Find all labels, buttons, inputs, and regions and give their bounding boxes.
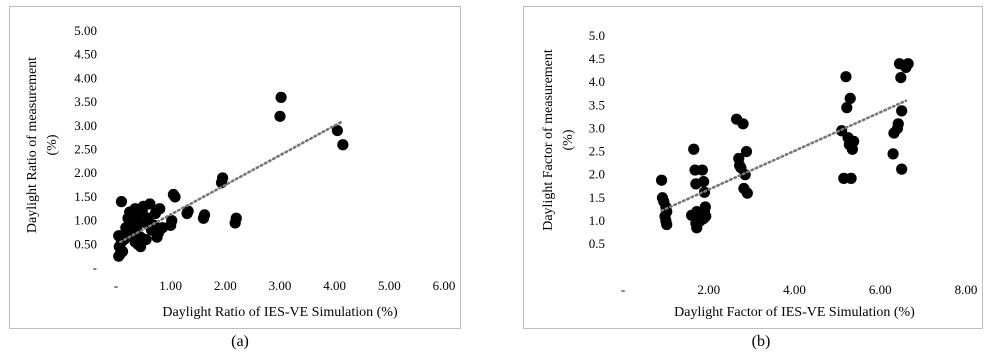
x-tick-label-b-3: 6.00 [869,282,892,297]
x-axis-label-a: Daylight Ratio of IES-VE Simulation (%) [162,305,398,320]
data-point-b-8 [688,143,700,155]
x-tick-label-a-3: 3.00 [269,278,292,293]
y-tick-label-b-0: 0.5 [589,236,605,251]
data-point-b-32 [741,187,753,199]
y-tick-label-a-4: 2.00 [74,165,97,180]
data-point-b-50 [896,163,908,175]
data-point-b-42 [848,135,860,147]
data-point-a-50 [331,124,343,137]
y-tick-label-a-7: 3.50 [74,94,97,109]
y-tick-label-b-6: 3.5 [589,97,605,112]
x-axis-label-b: Daylight Factor of IES-VE Simulation (%) [674,305,915,320]
data-point-b-40 [845,172,857,184]
y-tick-label-b-2: 1.5 [589,190,605,205]
data-point-b-22 [700,210,712,222]
chart-panel-a [9,6,461,329]
trendline-b [660,99,908,213]
data-point-a-37 [166,215,178,227]
data-point-a-41 [182,205,194,217]
x-tick-label-a-0: - [114,278,118,293]
x-tick-label-a-6: 6.00 [433,278,456,293]
y-tick-label-a-5: 2.50 [74,142,97,157]
data-point-b-36 [841,102,853,114]
x-tick-label-b-4: 8.00 [955,282,978,297]
y-tick-label-a-0: - [93,260,97,275]
data-point-b-48 [895,72,907,84]
data-point-a-39 [169,191,181,203]
y-tick-label-a-1: 0.50 [74,236,97,251]
data-point-a-31 [115,196,128,208]
data-point-b-52 [902,58,914,70]
data-point-b-0 [655,174,668,186]
data-point-b-35 [840,71,852,83]
y-axis-label-a: Daylight Ratio of measurement [25,57,40,233]
data-point-a-45 [217,172,229,184]
caption-b: (b) [751,333,771,350]
y-tick-label-a-3: 1.50 [74,189,97,204]
y-tick-label-b-3: 2.0 [589,167,605,182]
data-point-b-16 [696,164,708,176]
y-tick-label-b-9: 5.0 [589,28,605,43]
data-point-a-23 [144,198,156,210]
data-point-a-29 [154,203,166,215]
data-point-a-47 [230,212,242,224]
y-tick-label-a-9: 4.50 [74,47,97,62]
x-tick-label-b-1: 2.00 [697,282,720,297]
y-axis-unit-b: (%) [561,129,576,150]
y-tick-label-b-7: 4.0 [589,74,605,89]
x-tick-label-a-5: 5.00 [378,278,401,293]
data-point-b-28 [737,118,749,130]
data-point-a-51 [337,139,349,151]
data-point-a-43 [198,209,211,221]
trendline-a [119,120,343,244]
data-point-b-43 [887,148,899,160]
data-point-b-49 [896,105,908,117]
data-point-a-48 [274,110,286,122]
y-axis-unit-a: (%) [45,134,60,155]
y-axis-label-b: Daylight Factor of measurement [541,49,556,231]
x-tick-label-a-2: 2.00 [214,278,237,293]
x-tick-label-a-4: 4.00 [323,278,346,293]
y-tick-label-b-4: 2.5 [589,144,605,159]
y-tick-label-a-10: 5.00 [74,23,97,38]
data-point-b-23 [686,209,698,221]
y-tick-label-a-8: 4.00 [74,70,97,85]
data-point-a-35 [135,241,147,253]
x-tick-label-b-0: - [621,282,625,297]
data-point-b-46 [892,118,904,130]
y-tick-label-b-5: 3.0 [589,120,605,135]
data-point-b-7 [661,218,673,231]
x-tick-label-b-2: 4.00 [783,282,806,297]
caption-a: (a) [231,333,249,350]
data-point-b-17 [698,176,710,188]
y-tick-label-a-6: 3.00 [74,118,97,133]
data-point-a-33 [124,206,136,218]
data-point-b-39 [844,92,856,104]
x-tick-label-a-1: 1.00 [159,278,182,293]
data-point-b-31 [740,145,753,158]
y-tick-label-b-8: 4.5 [589,51,605,66]
y-tick-label-a-2: 1.00 [74,213,97,228]
data-point-a-49 [275,91,287,103]
y-tick-label-b-1: 1.0 [589,213,605,228]
